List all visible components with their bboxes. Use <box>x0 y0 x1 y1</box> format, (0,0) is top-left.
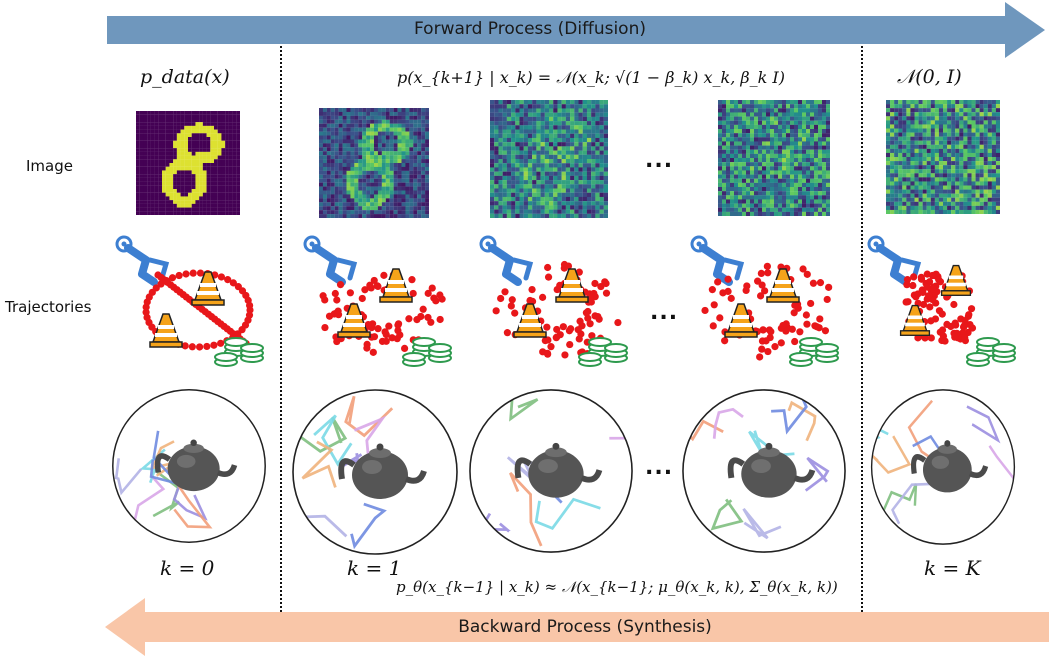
row-label-trajectories: Trajectories <box>5 298 92 316</box>
teapot-icon <box>338 443 427 499</box>
noise-grid <box>718 100 830 216</box>
coin-stack-icon <box>214 337 264 367</box>
teapot-icon <box>911 440 989 493</box>
teapot-panel-2 <box>467 387 635 555</box>
traffic-cone-icon <box>379 268 413 303</box>
mnist-image-noisy-k <box>718 100 830 216</box>
mnist-image-noisy-1 <box>319 108 429 218</box>
teapot-panel-1 <box>290 387 460 557</box>
forward-arrow-shape <box>107 2 1045 58</box>
coin-stack-icon <box>578 337 628 367</box>
trajectory-panel-0 <box>108 230 268 380</box>
trajectory-panel-K <box>860 230 1020 380</box>
robot-arm-icon <box>479 235 534 286</box>
noise-grid <box>136 111 240 215</box>
traffic-cone-icon <box>766 268 800 303</box>
panel-circle-outline <box>469 389 633 553</box>
coin-stack-icon <box>402 337 452 367</box>
image-ellipsis: ... <box>645 148 674 173</box>
traffic-cone-icon <box>191 271 225 306</box>
noise-grid <box>490 100 608 218</box>
data-distribution-label: p_data(x) <box>140 66 230 88</box>
robot-arm-icon <box>303 235 358 286</box>
panel-circle-outline <box>682 389 846 553</box>
panel-circle-outline <box>870 389 1016 545</box>
robot-arm-icon <box>690 235 745 286</box>
panel-circle-outline <box>292 389 458 555</box>
row-label-image: Image <box>26 157 73 175</box>
trajectory-panel-1 <box>296 230 456 380</box>
reverse-kernel-equation: p_θ(x_{k−1} | x_k) ≈ 𝒩(x_{k−1}; μ_θ(x_k,… <box>396 578 838 596</box>
teapot-icon <box>727 442 816 498</box>
divider-right <box>861 46 863 612</box>
coin-stack-icon <box>789 337 839 367</box>
panel-circle-outline <box>112 389 266 543</box>
step-label-k0: k = 0 <box>160 556 215 580</box>
traffic-cone-icon <box>724 303 758 338</box>
step-label-k1: k = 1 <box>347 556 402 580</box>
noise-grid <box>886 100 1000 214</box>
step-label-kK: k = K <box>924 556 981 580</box>
traffic-cone-icon <box>149 313 183 348</box>
teapot-panel-0 <box>110 387 268 545</box>
mnist-image-pure-noise <box>886 100 1000 214</box>
divider-left <box>280 46 282 612</box>
noise-grid <box>319 108 429 218</box>
traffic-cone-icon <box>940 264 972 296</box>
backward-arrow <box>105 598 1049 656</box>
mnist-image-clean <box>136 111 240 215</box>
robot-arm-icon <box>867 235 922 286</box>
coin-stack-icon <box>966 337 1016 367</box>
trajectory-ellipsis: ... <box>650 300 679 325</box>
mnist-image-noisy-2 <box>490 100 608 218</box>
forward-arrow-label: Forward Process (Diffusion) <box>414 19 646 39</box>
prior-label: 𝒩(0, I) <box>897 66 962 88</box>
teapot-panel-k <box>680 387 848 555</box>
traffic-cone-icon <box>555 268 589 303</box>
forward-arrow <box>107 2 1045 58</box>
robot-arm-icon <box>115 235 170 286</box>
teapot-ellipsis: ... <box>645 455 674 480</box>
forward-kernel-equation: p(x_{k+1} | x_k) = 𝒩(x_k; √(1 − β_k) x_k… <box>397 68 785 87</box>
backward-arrow-label: Backward Process (Synthesis) <box>458 617 712 637</box>
trajectory-panel-2 <box>472 230 632 380</box>
trajectory-panel-k <box>683 230 843 380</box>
traffic-cone-icon <box>513 303 547 338</box>
traffic-cone-icon <box>337 303 371 338</box>
teapot-icon <box>154 439 238 492</box>
backward-arrow-shape <box>105 598 1049 656</box>
traffic-cone-icon <box>899 304 931 336</box>
teapot-panel-K <box>869 387 1017 547</box>
teapot-icon <box>514 442 603 498</box>
